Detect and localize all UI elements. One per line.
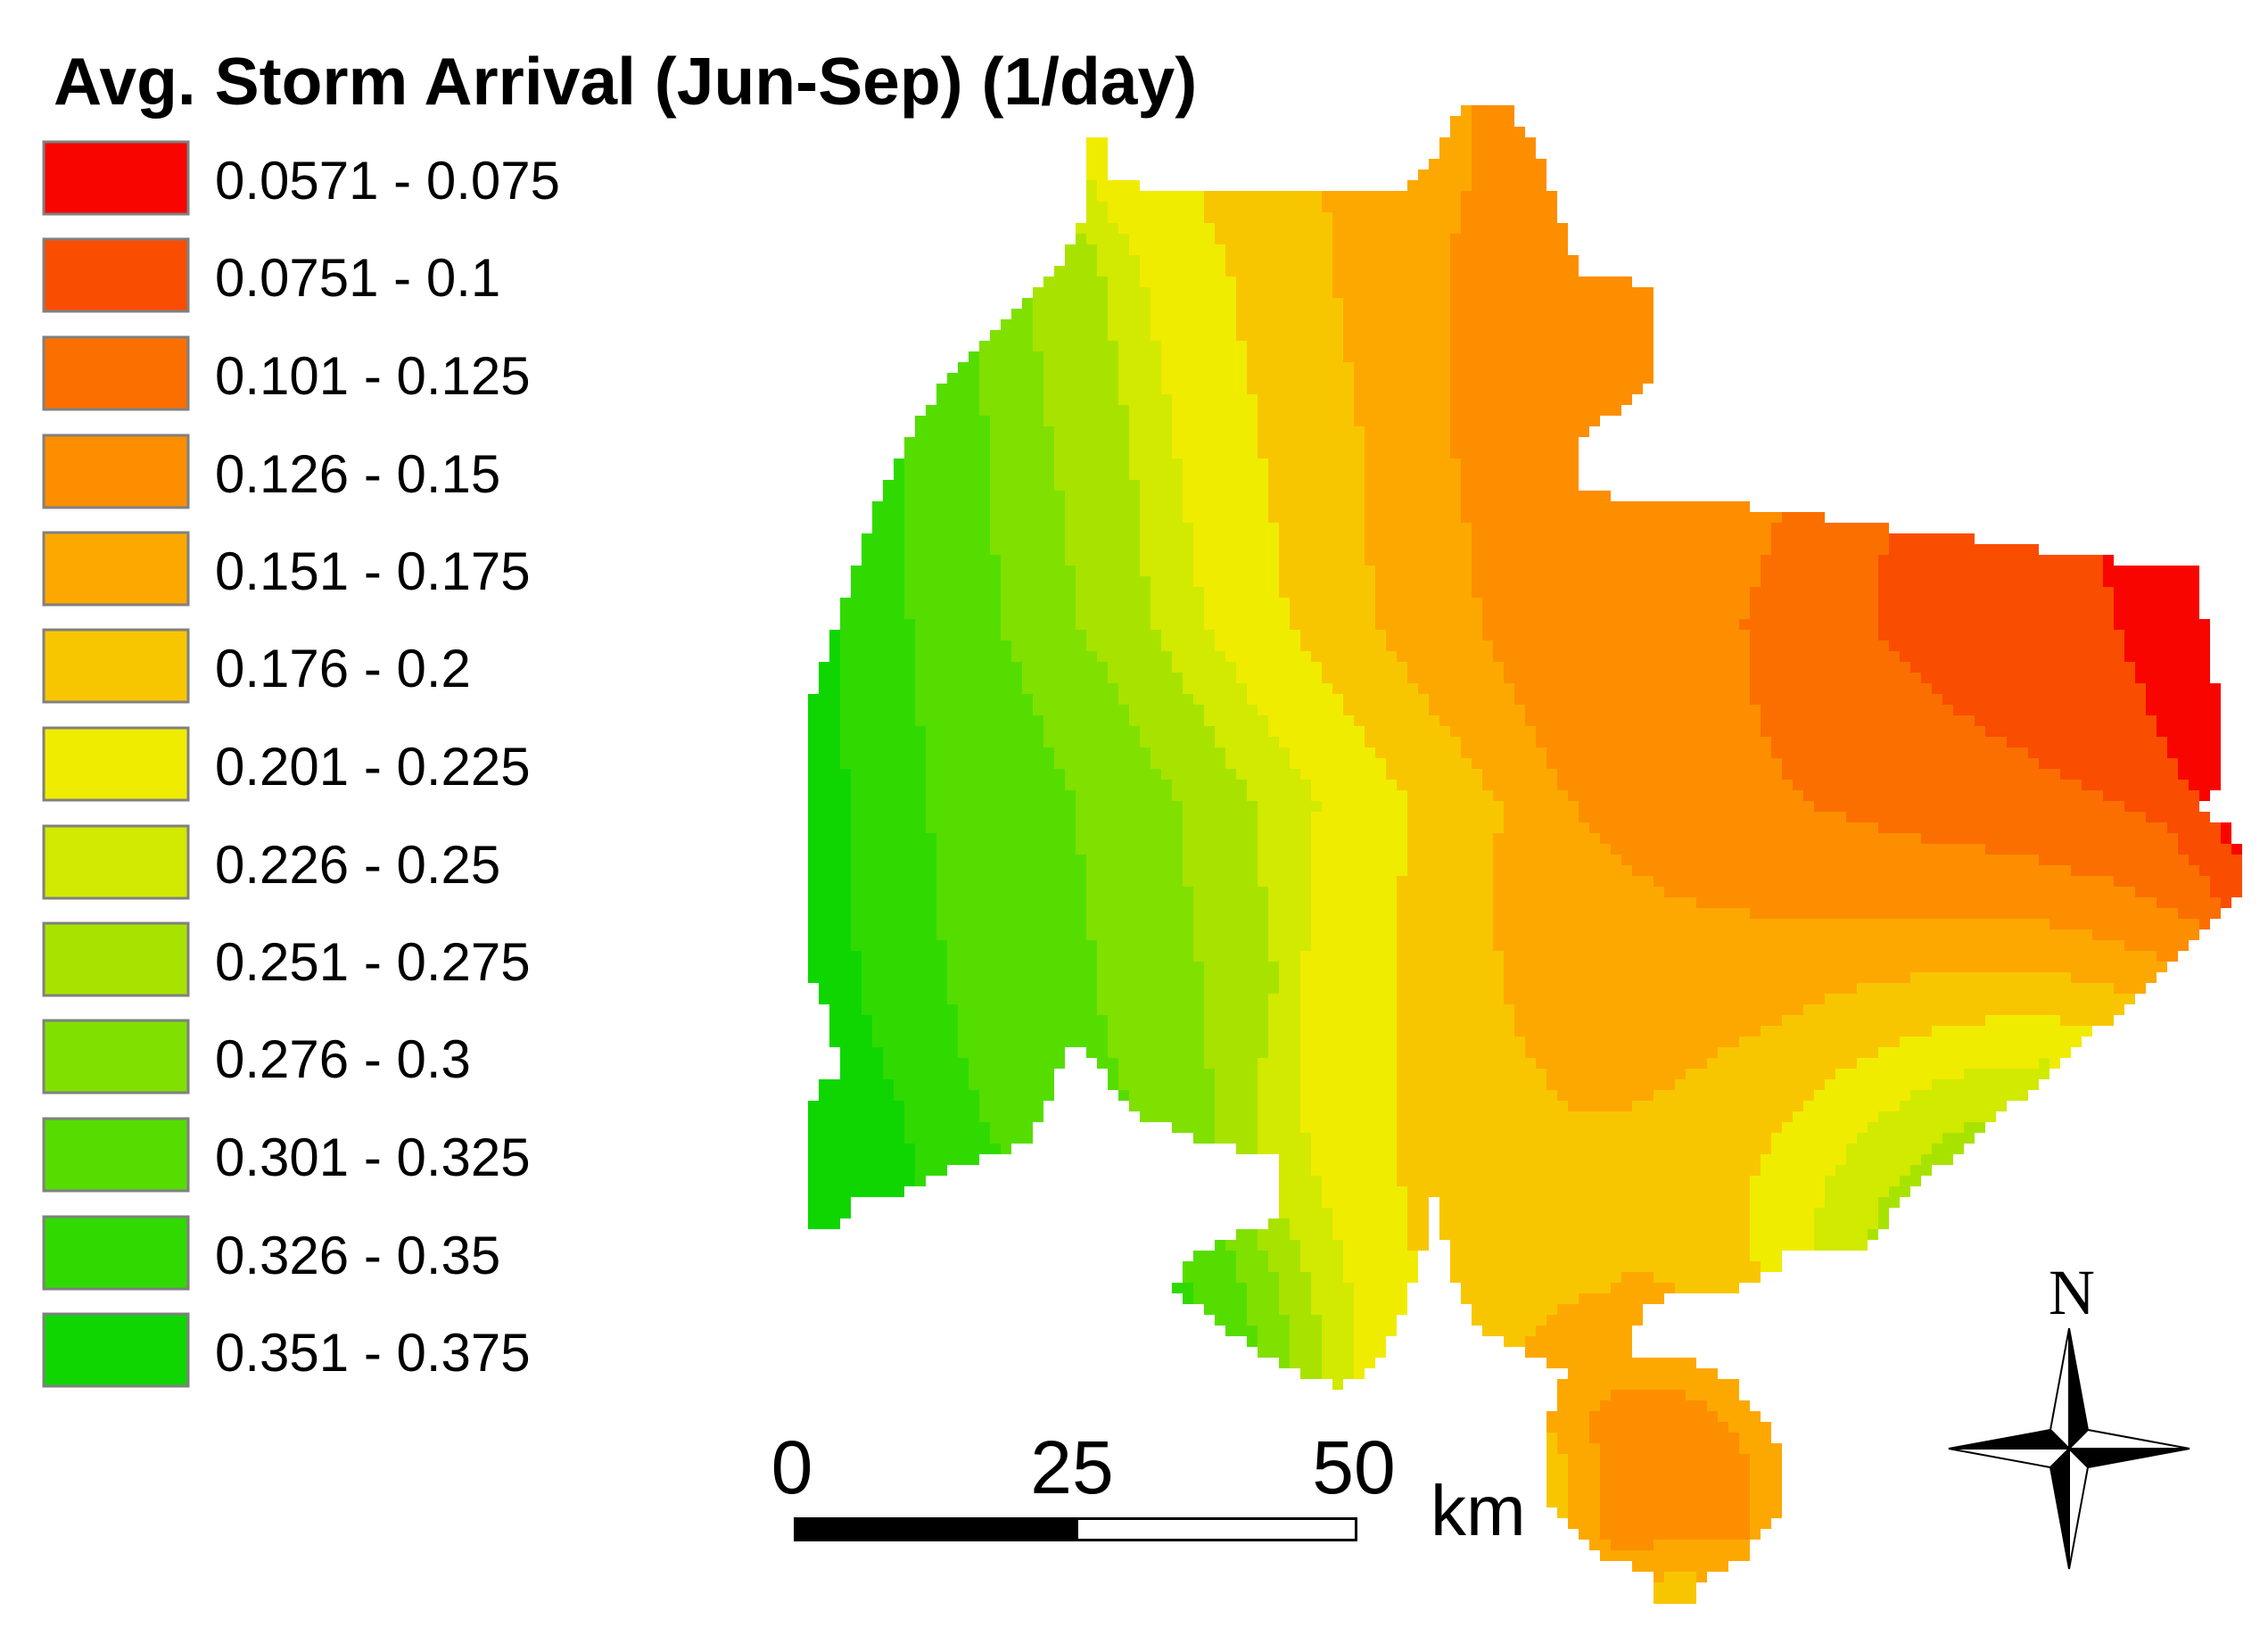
- svg-text:0.101 - 0.125: 0.101 - 0.125: [215, 346, 531, 406]
- svg-text:0.301 - 0.325: 0.301 - 0.325: [215, 1127, 531, 1187]
- svg-text:25: 25: [1030, 1425, 1113, 1509]
- svg-text:0.201 - 0.225: 0.201 - 0.225: [215, 737, 531, 797]
- svg-text:0.0571 - 0.075: 0.0571 - 0.075: [215, 151, 560, 211]
- svg-text:0.251 - 0.275: 0.251 - 0.275: [215, 932, 531, 992]
- svg-text:N: N: [2049, 1257, 2095, 1328]
- svg-text:0.0751 - 0.1: 0.0751 - 0.1: [215, 248, 500, 308]
- svg-text:0: 0: [771, 1425, 813, 1509]
- svg-text:0.151 - 0.175: 0.151 - 0.175: [215, 541, 531, 601]
- svg-text:0.276 - 0.3: 0.276 - 0.3: [215, 1029, 471, 1089]
- svg-text:0.326 - 0.35: 0.326 - 0.35: [215, 1226, 500, 1285]
- svg-text:0.176 - 0.2: 0.176 - 0.2: [215, 639, 471, 698]
- svg-text:0.226 - 0.25: 0.226 - 0.25: [215, 835, 500, 895]
- svg-text:0.351 - 0.375: 0.351 - 0.375: [215, 1323, 531, 1383]
- svg-text:0.126 - 0.15: 0.126 - 0.15: [215, 444, 500, 504]
- svg-text:50: 50: [1312, 1425, 1395, 1509]
- svg-text:km: km: [1431, 1471, 1526, 1550]
- svg-text:Avg. Storm Arrival (Jun-Sep) (: Avg. Storm Arrival (Jun-Sep) (1/day): [54, 44, 1197, 119]
